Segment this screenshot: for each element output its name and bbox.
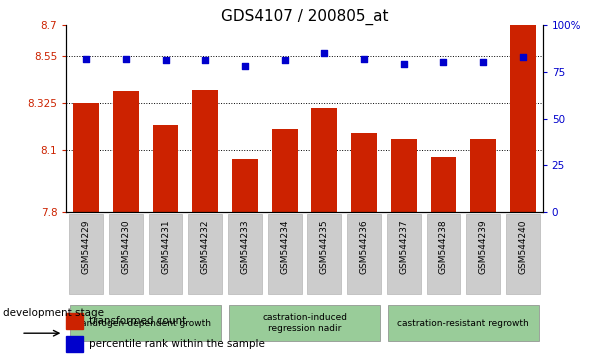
Point — [399, 61, 409, 67]
Point — [478, 59, 488, 65]
Bar — [66, 313, 83, 329]
Point — [280, 58, 289, 63]
FancyBboxPatch shape — [466, 214, 500, 294]
FancyBboxPatch shape — [506, 214, 540, 294]
Point — [359, 56, 369, 61]
FancyBboxPatch shape — [388, 305, 538, 341]
Text: castration-resistant regrowth: castration-resistant regrowth — [397, 319, 529, 327]
Bar — [74, 103, 99, 212]
Point — [121, 56, 131, 61]
Text: castration-induced
regression nadir: castration-induced regression nadir — [262, 313, 347, 333]
FancyBboxPatch shape — [228, 214, 262, 294]
FancyBboxPatch shape — [109, 214, 143, 294]
Point — [320, 50, 329, 56]
FancyBboxPatch shape — [188, 214, 222, 294]
Text: GSM544230: GSM544230 — [121, 219, 130, 274]
Bar — [510, 25, 535, 212]
FancyBboxPatch shape — [387, 214, 421, 294]
Bar — [272, 129, 297, 212]
Text: GSM544236: GSM544236 — [359, 219, 368, 274]
FancyBboxPatch shape — [308, 214, 341, 294]
Text: androgen-dependent growth: androgen-dependent growth — [81, 319, 210, 327]
FancyBboxPatch shape — [268, 214, 302, 294]
Text: GSM544240: GSM544240 — [519, 219, 528, 274]
Text: GSM544231: GSM544231 — [161, 219, 170, 274]
Text: GSM544233: GSM544233 — [241, 219, 250, 274]
Bar — [431, 157, 456, 212]
Text: percentile rank within the sample: percentile rank within the sample — [89, 339, 265, 349]
Text: development stage: development stage — [3, 308, 104, 318]
FancyBboxPatch shape — [71, 305, 221, 341]
Point — [81, 56, 91, 61]
FancyBboxPatch shape — [149, 214, 183, 294]
Point — [438, 59, 448, 65]
Text: GSM544229: GSM544229 — [81, 219, 90, 274]
FancyBboxPatch shape — [69, 214, 103, 294]
Bar — [192, 90, 218, 212]
Title: GDS4107 / 200805_at: GDS4107 / 200805_at — [221, 8, 388, 25]
Bar — [312, 108, 337, 212]
Point — [518, 54, 528, 59]
FancyBboxPatch shape — [347, 214, 381, 294]
Text: GSM544239: GSM544239 — [479, 219, 488, 274]
Bar — [470, 139, 496, 212]
Bar — [153, 125, 178, 212]
Point — [161, 58, 171, 63]
Bar — [391, 139, 417, 212]
Text: transformed count: transformed count — [89, 316, 186, 326]
FancyBboxPatch shape — [426, 214, 460, 294]
Point — [240, 63, 250, 69]
Text: GSM544235: GSM544235 — [320, 219, 329, 274]
Point — [200, 58, 210, 63]
Text: GSM544237: GSM544237 — [399, 219, 408, 274]
Bar — [66, 336, 83, 352]
Bar — [232, 159, 258, 212]
FancyBboxPatch shape — [229, 305, 380, 341]
Bar — [113, 91, 139, 212]
Text: GSM544232: GSM544232 — [201, 219, 210, 274]
Text: GSM544238: GSM544238 — [439, 219, 448, 274]
Bar — [351, 133, 377, 212]
Text: GSM544234: GSM544234 — [280, 219, 289, 274]
